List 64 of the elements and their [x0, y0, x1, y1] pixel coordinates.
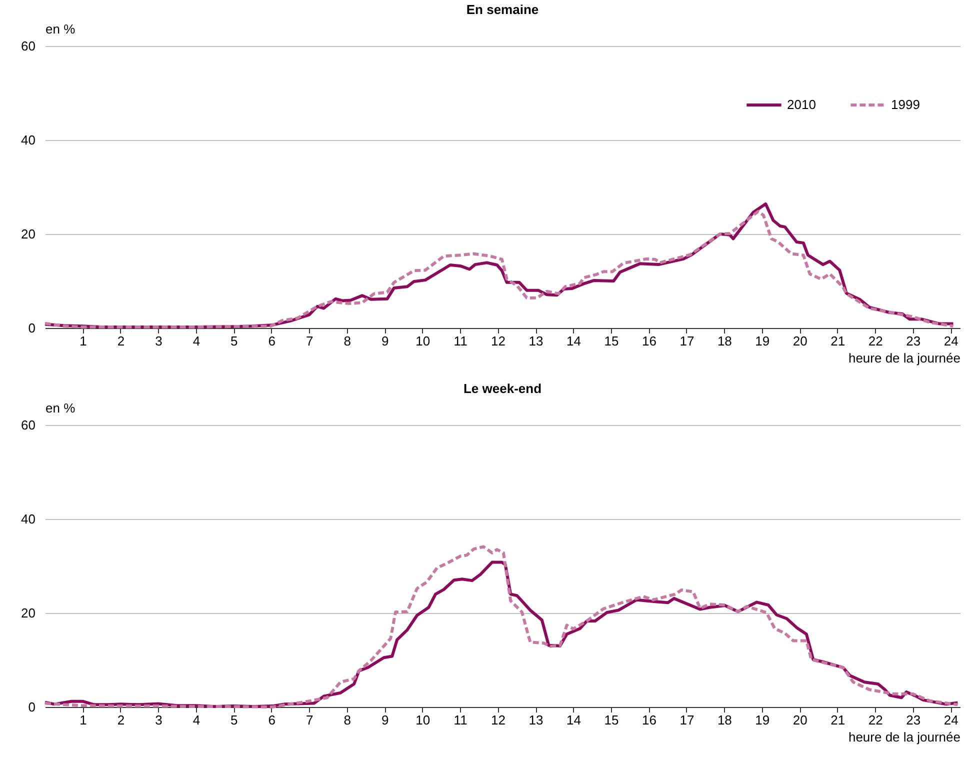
y-tick-label: 60 — [21, 38, 36, 54]
x-tick-label: 24 — [944, 334, 958, 348]
x-tick-label: 2 — [117, 712, 125, 728]
x-tick-label: 14 — [566, 712, 581, 728]
x-tick-label: 19 — [755, 334, 770, 348]
y-tick-label: 0 — [28, 700, 36, 714]
x-axis-title: heure de la journée — [848, 350, 960, 366]
x-tick-label: 9 — [381, 712, 389, 728]
x-axis-title: heure de la journée — [848, 730, 960, 744]
y-axis-title: en % — [46, 400, 76, 416]
x-tick-label: 17 — [680, 334, 694, 348]
x-tick-label: 16 — [642, 334, 656, 348]
y-tick-label: 40 — [21, 132, 36, 148]
y-tick-label: 60 — [21, 418, 36, 432]
x-tick-label: 15 — [604, 334, 619, 348]
x-tick-label: 16 — [642, 712, 656, 728]
x-tick-label: 18 — [717, 334, 732, 348]
x-tick-label: 5 — [230, 712, 238, 728]
x-tick-label: 3 — [155, 334, 162, 348]
x-tick-label: 4 — [192, 712, 200, 728]
legend-label: 2010 — [787, 97, 816, 112]
x-tick-label: 2 — [117, 334, 125, 348]
x-tick-label: 20 — [792, 334, 808, 348]
x-tick-label: 17 — [680, 712, 694, 728]
x-tick-label: 23 — [906, 712, 921, 728]
x-tick-label: 7 — [306, 334, 314, 348]
y-tick-label: 20 — [21, 226, 36, 242]
x-tick-label: 4 — [192, 334, 200, 348]
y-tick-label: 0 — [28, 320, 36, 336]
x-tick-label: 8 — [344, 712, 351, 728]
x-tick-label: 21 — [830, 334, 846, 348]
x-tick-label: 6 — [268, 334, 276, 348]
x-tick-label: 10 — [416, 334, 430, 348]
x-tick-label: 11 — [454, 334, 468, 348]
x-tick-label: 10 — [416, 712, 430, 728]
x-tick-label: 1 — [80, 334, 87, 348]
x-tick-label: 12 — [491, 712, 506, 728]
x-tick-label: 14 — [566, 334, 581, 348]
y-axis-title: en % — [46, 22, 76, 36]
x-tick-label: 22 — [868, 334, 883, 348]
x-tick-label: 9 — [381, 334, 389, 348]
x-tick-label: 15 — [604, 712, 619, 728]
y-tick-label: 40 — [21, 512, 36, 526]
x-tick-label: 6 — [268, 712, 276, 728]
x-tick-label: 13 — [528, 334, 544, 348]
x-tick-label: 21 — [830, 712, 846, 728]
chart-title: En semaine — [466, 2, 539, 17]
x-tick-label: 1 — [80, 712, 87, 728]
x-tick-label: 5 — [230, 334, 238, 348]
x-tick-label: 3 — [155, 712, 162, 728]
x-tick-label: 11 — [454, 712, 468, 728]
x-tick-label: 19 — [755, 712, 770, 728]
x-tick-label: 13 — [528, 712, 544, 728]
chart-title: Le week-end — [463, 381, 542, 396]
x-tick-label: 12 — [491, 334, 506, 348]
x-tick-label: 24 — [944, 712, 958, 728]
legend-label: 1999 — [891, 97, 920, 112]
x-tick-label: 8 — [344, 334, 351, 348]
y-tick-label: 20 — [21, 606, 36, 620]
x-tick-label: 23 — [906, 334, 921, 348]
x-tick-label: 18 — [717, 712, 732, 728]
x-tick-label: 20 — [792, 712, 808, 728]
x-tick-label: 7 — [306, 712, 314, 728]
x-tick-label: 22 — [868, 712, 883, 728]
